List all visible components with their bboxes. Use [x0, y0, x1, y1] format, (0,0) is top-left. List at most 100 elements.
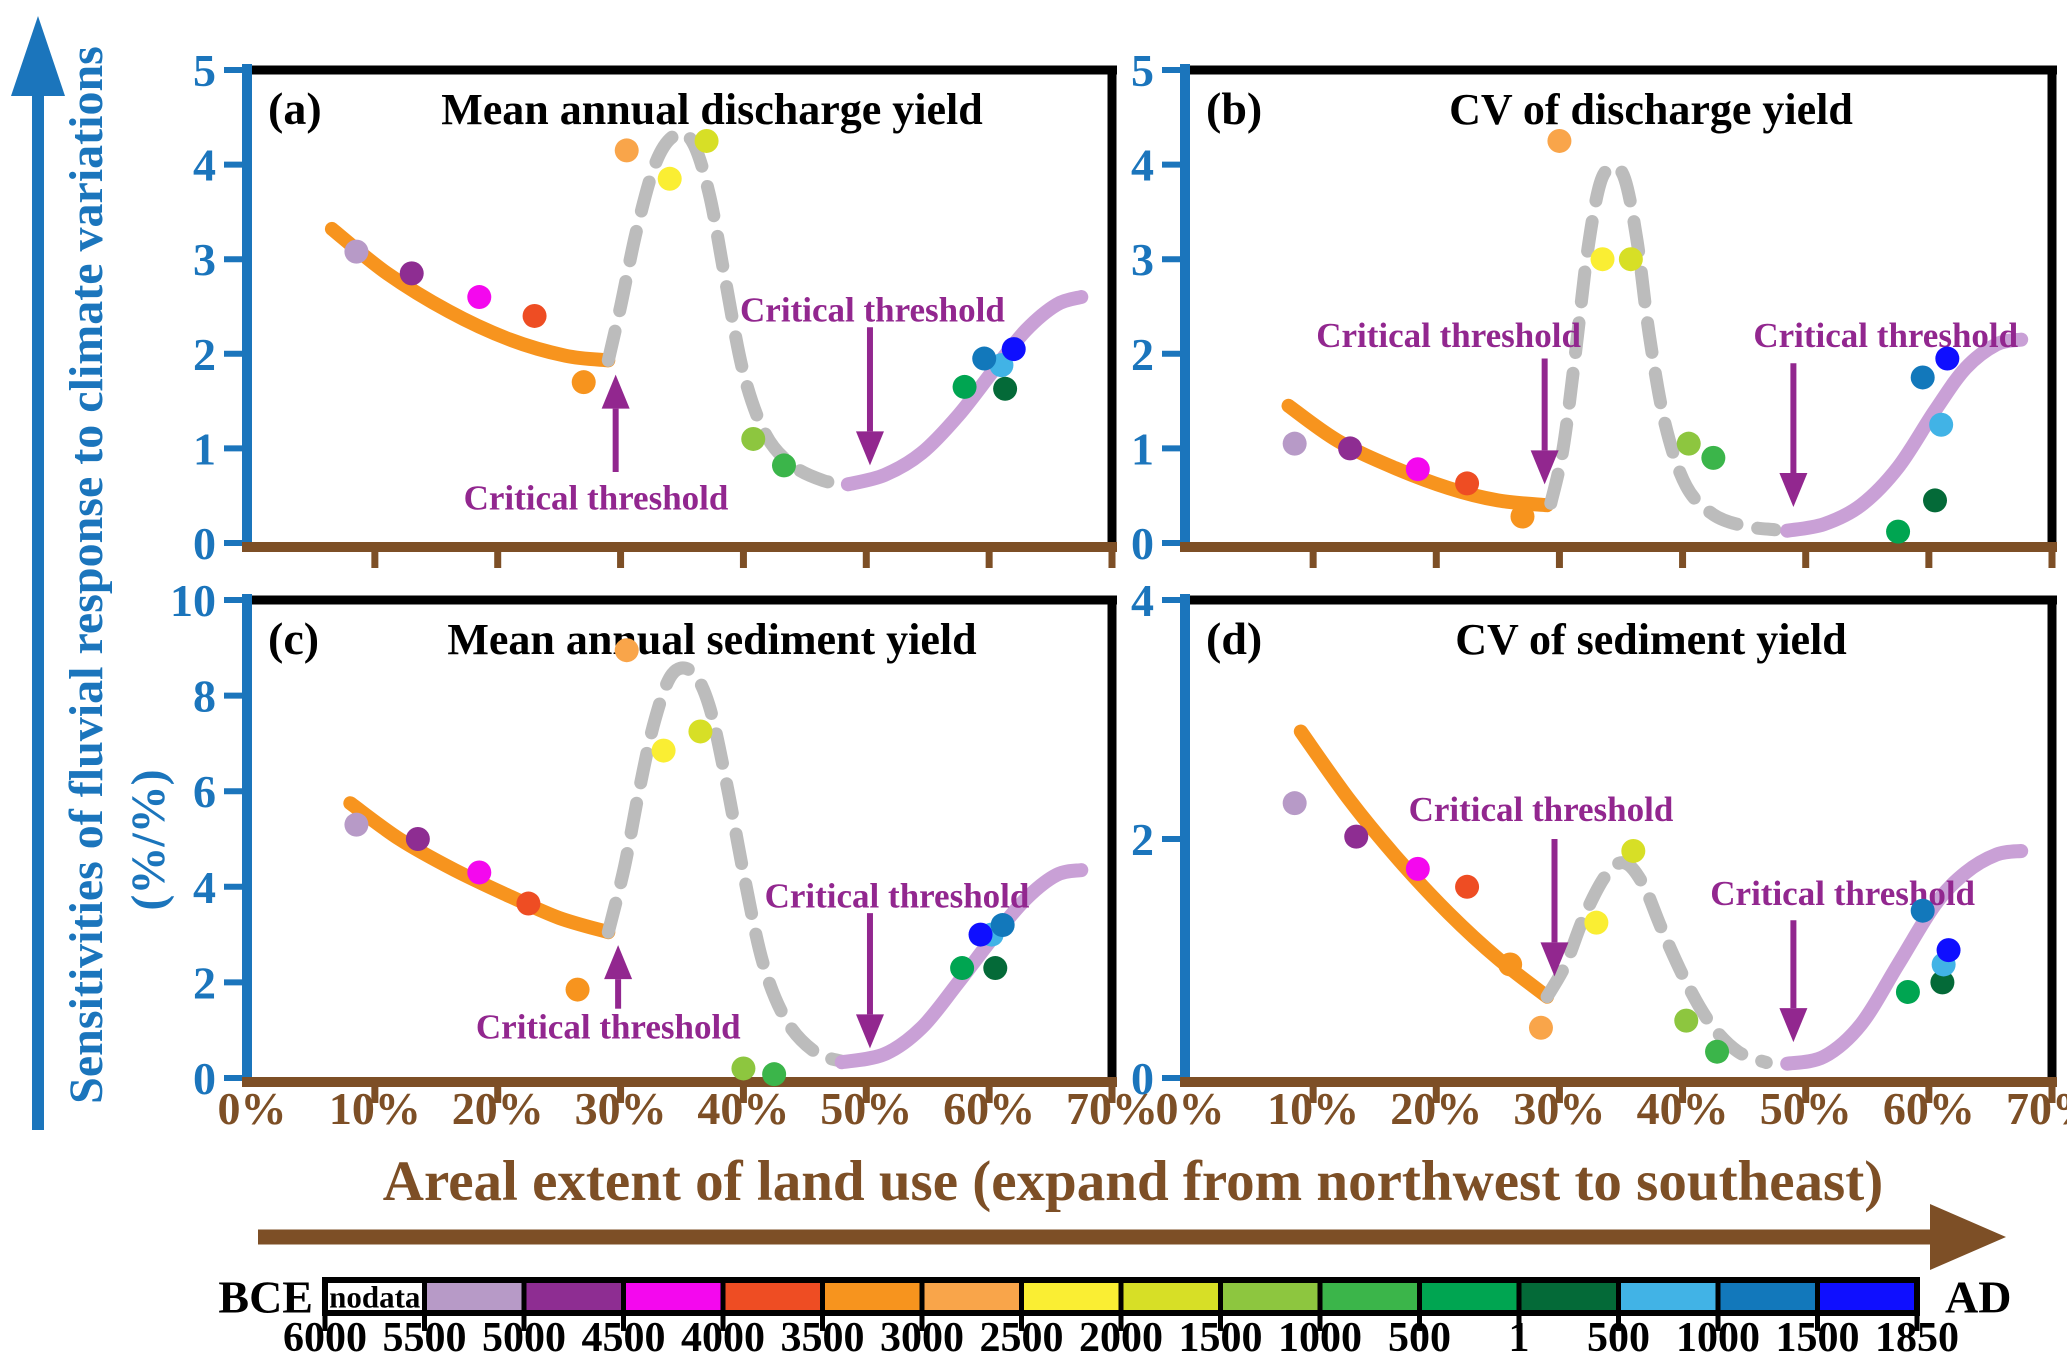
data-point: [522, 303, 547, 328]
y-tick-label: 0: [193, 518, 216, 569]
y-tick-label: 4: [1131, 575, 1154, 626]
colorbar-segment: [422, 1277, 527, 1316]
y-tick-label: 2: [1131, 814, 1154, 865]
panel-letter: (a): [268, 83, 322, 134]
y-tick-label: 5: [193, 45, 216, 96]
data-point: [993, 376, 1018, 401]
y-axis-units: (%/%): [122, 769, 175, 910]
data-point: [467, 285, 492, 310]
y-tick-label: 0: [193, 1053, 216, 1104]
x-axis-title: Areal extent of land use (expand from no…: [383, 1150, 1883, 1213]
data-point: [983, 956, 1008, 981]
colorbar-segment: [919, 1277, 1024, 1316]
critical-threshold-arrowhead-icon: [601, 374, 630, 409]
data-point: [1405, 457, 1430, 482]
colorbar-tick-label: 1500: [1776, 1315, 1860, 1354]
colorbar-tick-label: 3000: [880, 1315, 964, 1354]
critical-threshold-label: Critical threshold: [1409, 790, 1674, 829]
x-tick-label: 20%: [452, 1083, 544, 1134]
curve-pre-threshold: [1281, 398, 1555, 513]
x-tick-label: 0%: [218, 1083, 287, 1134]
y-tick-label: 2: [1131, 329, 1154, 380]
data-point: [1282, 431, 1307, 456]
x-tick-label: 30%: [1513, 1083, 1605, 1134]
data-point: [565, 977, 590, 1002]
colorbar-tick-label: 5000: [482, 1315, 566, 1354]
x-tick-label: 50%: [820, 1083, 912, 1134]
data-point: [1618, 247, 1643, 272]
data-point: [467, 860, 492, 885]
data-point: [657, 166, 682, 191]
colorbar-tick-label: 1: [1509, 1315, 1530, 1354]
data-point: [1590, 247, 1615, 272]
data-point: [1498, 952, 1523, 977]
colorbar-segment: [1715, 1277, 1820, 1316]
critical-threshold-label: Critical threshold: [765, 876, 1030, 915]
data-point: [1886, 519, 1911, 544]
data-point: [950, 956, 975, 981]
colorbar-tick-label: 500: [1388, 1315, 1451, 1354]
panel-title: Mean annual sediment yield: [447, 615, 976, 664]
colorbar-ad-label: AD: [1945, 1272, 2011, 1323]
critical-threshold-label: Critical threshold: [1710, 874, 1975, 913]
colorbar-segment: [521, 1277, 626, 1316]
time-colorbar: 6000 5500 5000 4500 4000 3500 3000 2500 2000 1500…: [218, 1272, 2011, 1354]
y-tick-label: 1: [1131, 423, 1154, 474]
colorbar-tick-label: 6000: [283, 1315, 367, 1354]
colorbar-tick-label: 5500: [383, 1315, 467, 1354]
data-point: [651, 738, 676, 763]
critical-threshold-arrowhead-icon: [1530, 450, 1559, 485]
x-tick-label: 70%: [2006, 1083, 2067, 1134]
data-point: [1910, 365, 1935, 390]
y-tick-label: 4: [193, 862, 216, 913]
data-point: [1455, 874, 1480, 899]
colorbar-tick-label: 2000: [1079, 1315, 1163, 1354]
data-point: [405, 827, 430, 851]
x-tick-label: 0%: [1156, 1083, 1225, 1134]
colorbar-segment: [1317, 1277, 1422, 1316]
y-tick-label: 3: [193, 234, 216, 285]
data-point: [1001, 337, 1026, 362]
panel-title: CV of discharge yield: [1449, 85, 1853, 134]
colorbar-segment: [720, 1277, 825, 1316]
data-point: [1936, 938, 1961, 963]
y-tick-label: 8: [193, 671, 216, 722]
colorbar-tick-label: 1850: [1875, 1315, 1959, 1354]
panel-letter: (c): [268, 613, 319, 664]
data-point: [990, 913, 1015, 938]
curve-post-threshold: [834, 863, 1089, 1070]
y-tick-label: 1: [193, 423, 216, 474]
data-point: [1676, 431, 1701, 456]
y-tick-label: 10: [170, 575, 216, 626]
colorbar-nodata-label: nodata: [329, 1280, 421, 1315]
critical-threshold-label: Critical threshold: [740, 290, 1005, 329]
x-tick-label: 10%: [329, 1083, 421, 1134]
critical-threshold-arrowhead-icon: [855, 1014, 884, 1049]
colorbar-tick-label: 1500: [1179, 1315, 1263, 1354]
data-point: [1674, 1008, 1699, 1033]
data-point: [771, 453, 796, 478]
data-point: [741, 426, 766, 451]
colorbar-tick-label: 2500: [980, 1315, 1064, 1354]
colorbar-tick-label: 3500: [781, 1315, 865, 1354]
x-tick-label: 60%: [943, 1083, 1035, 1134]
x-tick-label: 20%: [1390, 1083, 1482, 1134]
data-point: [1405, 856, 1430, 881]
critical-threshold-arrowhead-icon: [855, 431, 884, 466]
colorbar-segment: [1118, 1277, 1223, 1316]
data-point: [1923, 488, 1948, 513]
colorbar-tick-label: 4500: [582, 1315, 666, 1354]
colorbar-bce-label: BCE: [218, 1272, 313, 1323]
x-tick-label: 40%: [1637, 1083, 1729, 1134]
data-point: [1701, 445, 1726, 470]
y-tick-label: 6: [193, 766, 216, 817]
panel-letter: (d): [1206, 613, 1262, 664]
critical-threshold-label: Critical threshold: [464, 479, 729, 518]
x-tick-label: 50%: [1760, 1083, 1852, 1134]
panel-title: CV of sediment yield: [1455, 615, 1847, 664]
data-point: [1621, 838, 1646, 863]
panel-title: Mean annual discharge yield: [441, 85, 983, 134]
colorbar-segment: [1218, 1277, 1323, 1316]
x-tick-label: 60%: [1883, 1083, 1975, 1134]
